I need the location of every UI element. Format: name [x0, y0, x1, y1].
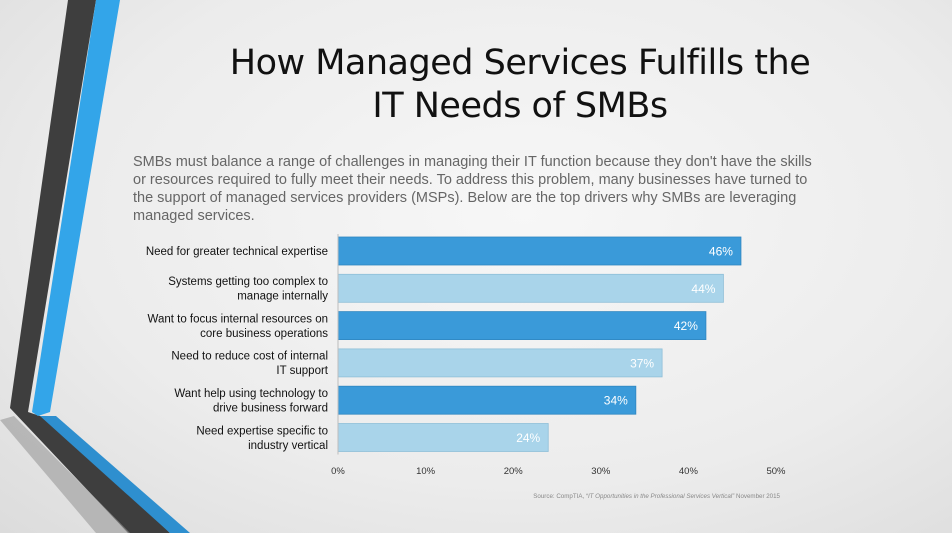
data-label-0: 46% — [709, 245, 733, 259]
dark-stripe — [10, 0, 170, 533]
blue-lower-stripe — [40, 416, 190, 533]
source-suffix: November 2015 — [734, 493, 780, 500]
category-label-1-line-0: Systems getting too complex to — [168, 276, 328, 288]
x-tick-label-2: 20% — [504, 466, 524, 477]
source-note: Source: CompTIA, “IT Opportunities in th… — [470, 493, 780, 500]
bar-2 — [337, 311, 707, 341]
bar-5 — [337, 423, 549, 452]
grey-lower-stripe — [0, 416, 130, 533]
data-label-4: 34% — [604, 394, 628, 408]
bar-3 — [337, 348, 663, 378]
x-tick-label-5: 50% — [766, 466, 786, 477]
category-label-5-line-0: Need expertise specific to — [196, 425, 328, 437]
category-label-4-line-0: Want help using technology to — [174, 388, 328, 400]
bar-1 — [337, 273, 724, 303]
title-line-2: IT Needs of SMBs — [372, 86, 668, 126]
source-title: “IT Opportunities in the Professional Se… — [585, 493, 735, 500]
title-line-1: How Managed Services Fulfills the — [229, 43, 811, 83]
category-label-4-line-1: drive business forward — [213, 402, 328, 414]
category-label-3-line-0: Need to reduce cost of internal — [171, 351, 328, 363]
data-label-1: 44% — [691, 282, 715, 296]
source-prefix: Source: CompTIA, — [533, 493, 586, 500]
x-tick-label-1: 10% — [416, 466, 436, 477]
data-label-5: 24% — [516, 431, 540, 445]
bar-4 — [337, 385, 637, 415]
category-label-1-line-1: manage internally — [237, 291, 328, 303]
x-tick-label-3: 30% — [591, 466, 611, 477]
category-label-2-line-1: core business operations — [200, 328, 328, 340]
category-label-5-line-1: industry vertical — [248, 440, 328, 452]
data-label-2: 42% — [674, 319, 698, 333]
page-title: How Managed Services Fulfills the IT Nee… — [200, 42, 840, 128]
intro-paragraph: SMBs must balance a range of challenges … — [133, 154, 812, 224]
category-label-3-line-1: IT support — [276, 365, 328, 377]
category-label-2-line-0: Want to focus internal resources on — [148, 313, 328, 325]
x-tick-label-0: 0% — [331, 466, 345, 477]
blue-stripe — [32, 0, 120, 416]
x-tick-label-4: 40% — [679, 466, 699, 477]
bar-0 — [337, 236, 742, 266]
data-label-3: 37% — [630, 356, 654, 370]
category-label-0: Need for greater technical expertise — [146, 246, 328, 258]
